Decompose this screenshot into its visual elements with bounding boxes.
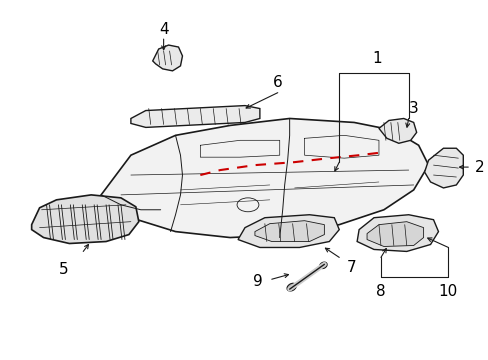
Polygon shape bbox=[32, 195, 139, 243]
Text: 2: 2 bbox=[474, 159, 484, 175]
Polygon shape bbox=[378, 118, 416, 143]
Text: 1: 1 bbox=[371, 51, 381, 67]
Text: 5: 5 bbox=[59, 262, 68, 277]
Polygon shape bbox=[366, 222, 423, 247]
Text: 8: 8 bbox=[375, 284, 385, 299]
Polygon shape bbox=[238, 215, 339, 247]
Text: 3: 3 bbox=[408, 101, 418, 116]
Polygon shape bbox=[424, 148, 462, 188]
Text: 4: 4 bbox=[159, 22, 168, 37]
Polygon shape bbox=[356, 215, 438, 251]
Ellipse shape bbox=[319, 262, 326, 269]
Text: 6: 6 bbox=[272, 75, 282, 90]
Polygon shape bbox=[131, 105, 259, 127]
Text: 7: 7 bbox=[346, 260, 355, 275]
Polygon shape bbox=[152, 45, 182, 71]
Text: 10: 10 bbox=[438, 284, 457, 299]
Polygon shape bbox=[254, 221, 324, 242]
Ellipse shape bbox=[286, 283, 296, 291]
Polygon shape bbox=[101, 118, 427, 238]
Text: 9: 9 bbox=[252, 274, 262, 289]
